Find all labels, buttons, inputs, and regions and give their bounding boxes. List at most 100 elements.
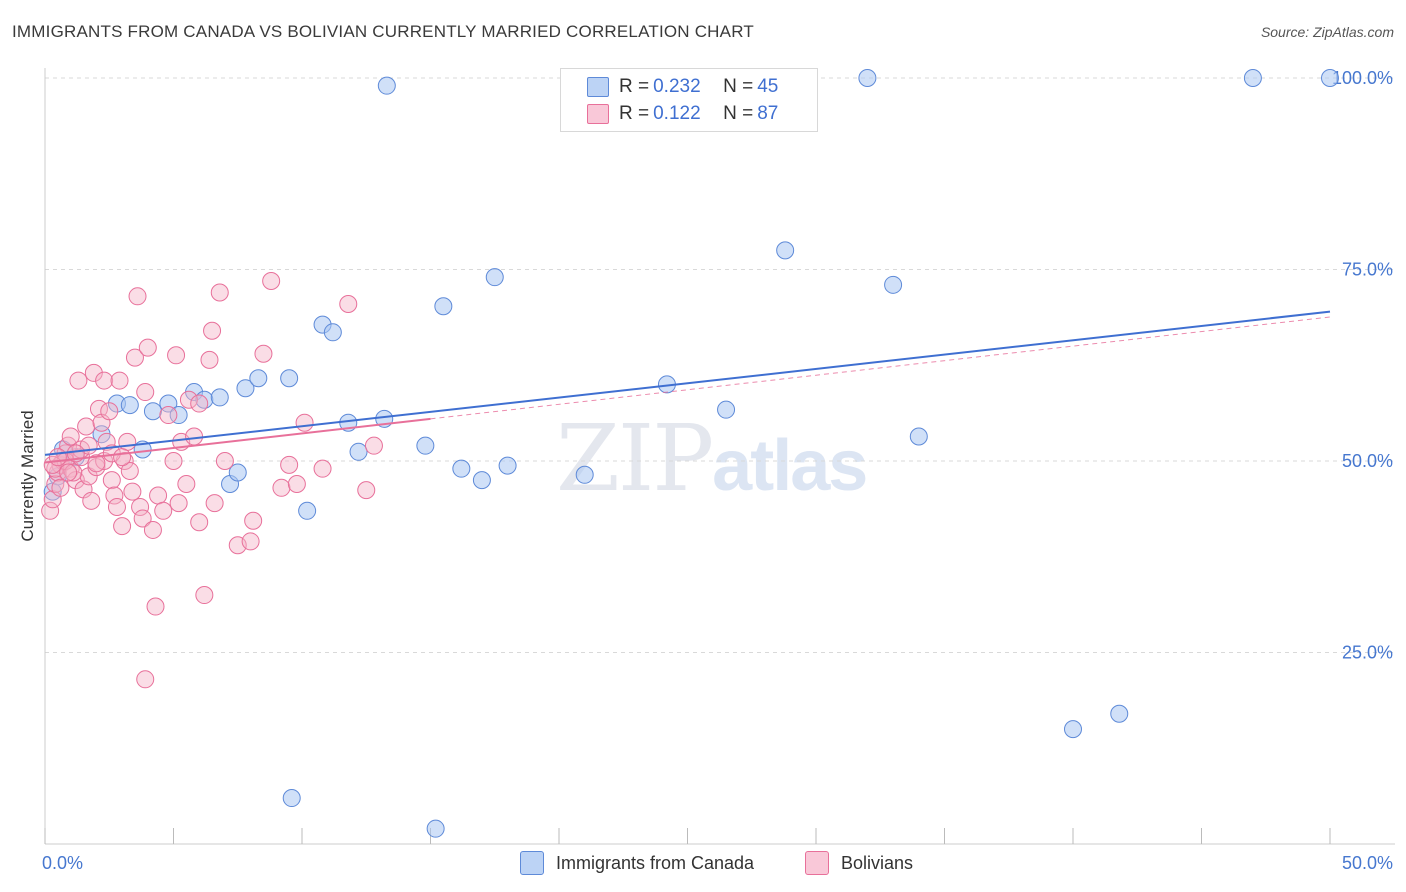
canada-point <box>169 406 188 425</box>
bolivian-point <box>177 474 196 493</box>
canada-point <box>210 388 229 407</box>
bolivian-point <box>205 494 224 513</box>
canada-point <box>575 465 594 484</box>
canada-point <box>349 442 368 461</box>
bolivian-point <box>107 497 126 516</box>
legend-n-label: N = <box>723 103 754 124</box>
canada-point <box>280 369 299 388</box>
canada-point <box>884 275 903 294</box>
canada-point <box>236 379 255 398</box>
bolivian-point <box>364 436 383 455</box>
bolivian-point <box>133 509 152 528</box>
canada-point <box>909 427 928 446</box>
bolivian-point <box>357 481 376 500</box>
legend-n-value: 87 <box>757 103 779 124</box>
bolivian-point <box>159 406 178 425</box>
bolivian-point <box>77 417 96 436</box>
y-tick-label: 25.0% <box>1342 643 1393 663</box>
bolivian-point <box>118 432 137 451</box>
canada-point <box>858 69 877 87</box>
bolivian-point <box>59 463 78 482</box>
bottom-legend-label-canada: Immigrants from Canada <box>556 852 755 873</box>
watermark: ZIPatlas <box>556 405 868 512</box>
legend-row-bolivians: R = 0.122 N = 87 <box>587 102 778 126</box>
bolivian-point <box>136 383 155 402</box>
bolivian-point <box>113 448 132 467</box>
canada-point <box>228 463 247 482</box>
bolivian-point <box>51 478 70 497</box>
bolivian-point <box>84 363 103 382</box>
bottom-legend-swatch-blue <box>520 851 544 875</box>
bottom-legend-label-bolivians: Bolivians <box>841 852 914 873</box>
bottom-legend-swatch-pink <box>805 851 829 875</box>
bottom-legend-canada: Immigrants from Canada <box>520 851 754 875</box>
canada-point <box>120 396 139 415</box>
bolivian-point <box>105 486 124 505</box>
bolivian-point <box>131 497 150 516</box>
bolivian-point <box>120 461 139 480</box>
x-tick-label: 0.0% <box>42 853 83 873</box>
canada-point <box>416 436 435 455</box>
bolivian-point <box>41 501 60 520</box>
bolivian-point <box>123 482 142 501</box>
legend-swatch-blue <box>587 77 609 97</box>
bolivian-point <box>339 294 358 313</box>
bolivian-point <box>143 520 162 539</box>
legend-r-label: R = <box>619 103 650 124</box>
y-tick-label: 75.0% <box>1342 260 1393 280</box>
bolivian-point <box>64 463 83 482</box>
y-axis-label: Currently Married <box>18 410 37 541</box>
bolivian-point <box>200 350 219 369</box>
watermark-zip: ZIP <box>556 405 714 512</box>
bolivian-point <box>241 532 260 551</box>
bolivian-point <box>113 517 132 536</box>
bolivian-point <box>95 371 114 390</box>
canada-point <box>426 819 445 838</box>
canada-point <box>143 402 162 421</box>
y-tick-label: 50.0% <box>1342 451 1393 471</box>
legend-r-value: 0.122 <box>653 103 701 124</box>
bolivian-point <box>102 471 121 490</box>
bolivian-point <box>179 390 198 409</box>
canada-point <box>323 323 342 342</box>
canada-point <box>717 400 736 419</box>
canada-point <box>1064 720 1082 739</box>
canada-trend-line <box>44 310 1331 456</box>
bottom-legend-bolivians: Bolivians <box>805 851 913 875</box>
bolivian-point <box>313 459 332 478</box>
bolivian-point <box>136 670 155 689</box>
watermark-atlas: atlas <box>712 426 868 506</box>
bolivian-point <box>149 486 168 505</box>
legend-n-value: 45 <box>757 76 779 97</box>
legend: R = 0.232 N = 45 R = 0.122 N = 87 <box>560 68 818 132</box>
canada-point <box>485 268 504 287</box>
bolivian-point <box>61 427 80 446</box>
legend-r-label: R = <box>619 76 650 97</box>
canada-point <box>249 369 268 388</box>
legend-swatch-pink <box>587 104 609 124</box>
chart-title: IMMIGRANTS FROM CANADA VS BOLIVIAN CURRE… <box>12 22 754 41</box>
canada-point <box>776 241 795 260</box>
bolivian-point <box>295 413 314 432</box>
bolivian-point <box>87 454 106 473</box>
bolivian-point <box>138 338 157 357</box>
bolivian-point <box>167 346 186 365</box>
canada-point <box>452 459 471 478</box>
bolivian-point <box>272 478 291 497</box>
bolivian-point <box>110 371 129 390</box>
y-tick-label: 100.0% <box>1332 68 1393 88</box>
canada-point <box>498 456 517 475</box>
bolivian-point <box>48 448 67 467</box>
bolivian-point <box>203 321 222 340</box>
canada-point <box>472 471 491 490</box>
legend-r-value: 0.232 <box>653 76 701 97</box>
bolivian-point <box>215 452 234 470</box>
canada-point <box>1110 704 1129 723</box>
bolivian-point <box>244 511 263 530</box>
bolivian-point <box>190 394 209 413</box>
bolivian-point <box>280 455 299 474</box>
legend-row-canada: R = 0.232 N = 45 <box>587 75 778 99</box>
bolivian-point <box>287 474 306 493</box>
bolivian-point <box>210 283 229 302</box>
